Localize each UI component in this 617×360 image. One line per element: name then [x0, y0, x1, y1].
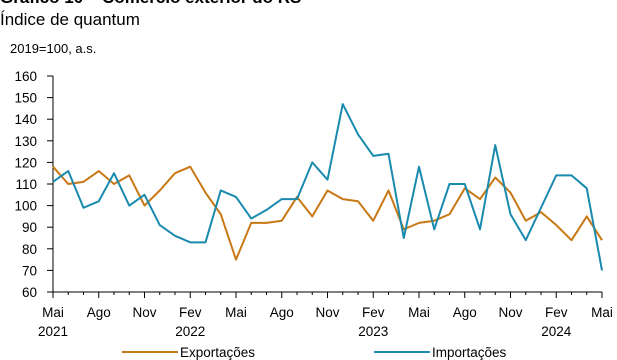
y-tick-label: 150 — [14, 91, 37, 106]
x-year-label: 2022 — [175, 324, 205, 339]
x-year-label: 2023 — [358, 324, 388, 339]
y-tick-label: 90 — [22, 220, 37, 235]
legend: Exportações Importações — [122, 345, 507, 360]
x-tick-label: Fev — [545, 305, 568, 320]
x-tick-label: Fev — [362, 305, 385, 320]
y-tick-label: 130 — [14, 134, 37, 149]
y-tick-label: 80 — [22, 242, 37, 257]
y-axis: 60 70 80 90 100 110 120 130 140 150 160 — [14, 69, 54, 300]
series-line-importacoes — [52, 103, 603, 271]
legend-label: Exportações — [180, 345, 255, 360]
legend-label: Importações — [432, 345, 507, 360]
x-tick-label: Mai — [408, 305, 430, 320]
x-tick-label: Nov — [132, 305, 156, 320]
x-tick-label: Mai — [42, 305, 64, 320]
x-tick-label: Fev — [179, 305, 202, 320]
y-tick-label: 110 — [15, 177, 37, 192]
x-tick-label: Nov — [498, 305, 522, 320]
unit-label: 2019=100, a.s. — [10, 41, 97, 56]
y-tick-label: 120 — [14, 155, 37, 170]
x-year-label: 2024 — [541, 324, 572, 339]
x-tick-label: Ago — [270, 305, 294, 320]
x-tick-label: Mai — [225, 305, 247, 320]
y-tick-label: 100 — [14, 199, 37, 214]
x-tick-label: Ago — [453, 305, 477, 320]
x-year-label: 2021 — [38, 324, 68, 339]
series-lines — [52, 103, 603, 271]
x-tick-label: Ago — [87, 305, 111, 320]
x-axis: Mai 2021 Ago Nov Fev 2022 Mai Ago Nov Fev 2023 Mai A… — [38, 291, 613, 339]
y-tick-label: 70 — [22, 263, 37, 278]
chart-title: Gráfico 10 – Comércio exterior do RS — [0, 0, 301, 8]
chart-subtitle: Índice de quantum — [0, 10, 140, 29]
series-line-exportacoes — [52, 165, 603, 261]
x-tick-label: Mai — [591, 305, 613, 320]
y-tick-label: 140 — [14, 112, 37, 127]
y-tick-label: 160 — [14, 69, 37, 84]
y-tick-label: 60 — [22, 285, 37, 300]
x-tick-label: Nov — [315, 305, 339, 320]
